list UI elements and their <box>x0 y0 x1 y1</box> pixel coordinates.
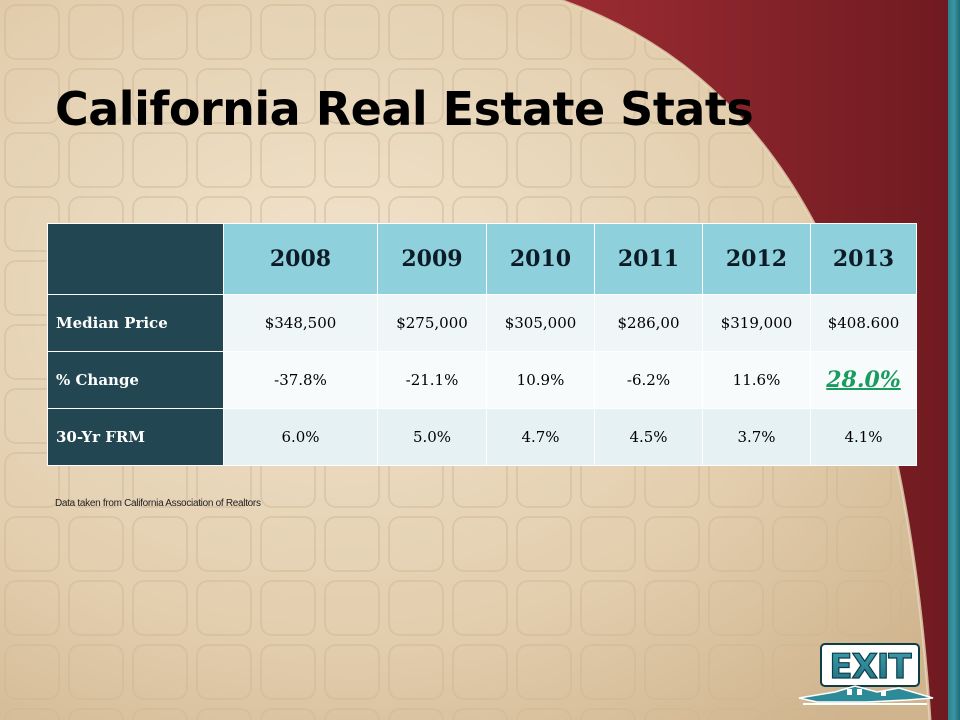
exit-logo-text: EXIT <box>829 647 912 687</box>
year-header: 2009 <box>377 223 487 295</box>
table-cell: 3.7% <box>702 408 811 466</box>
table-cell: -37.8% <box>223 351 378 409</box>
row-label: Median Price <box>47 294 224 352</box>
year-header: 2012 <box>702 223 811 295</box>
row-label: % Change <box>47 351 224 409</box>
exit-logo: EXIT <box>798 643 934 705</box>
table-cell: $348,500 <box>223 294 378 352</box>
slide-title: California Real Estate Stats <box>55 82 754 136</box>
table-cell: $275,000 <box>377 294 487 352</box>
table-cell: $319,000 <box>702 294 811 352</box>
table-row-30yr-frm: 30-Yr FRM 6.0% 5.0% 4.7% 4.5% 3.7% 4.1% <box>47 408 917 466</box>
table-cell: 5.0% <box>377 408 487 466</box>
table-header-row: 2008 2009 2010 2011 2012 2013 <box>47 223 917 295</box>
table-cell: $408.600 <box>810 294 917 352</box>
year-header: 2010 <box>486 223 595 295</box>
table-cell: 10.9% <box>486 351 595 409</box>
highlighted-cell: 28.0% <box>810 351 917 409</box>
table-cell: $286,00 <box>594 294 703 352</box>
year-header: 2013 <box>810 223 917 295</box>
table-cell: $305,000 <box>486 294 595 352</box>
table-row-median-price: Median Price $348,500 $275,000 $305,000 … <box>47 294 917 352</box>
table-row-percent-change: % Change -37.8% -21.1% 10.9% -6.2% 11.6%… <box>47 351 917 409</box>
year-header: 2008 <box>223 223 378 295</box>
table-cell: -21.1% <box>377 351 487 409</box>
stats-table: 2008 2009 2010 2011 2012 2013 Median Pri… <box>47 223 917 466</box>
table-cell: 4.7% <box>486 408 595 466</box>
table-cell: 6.0% <box>223 408 378 466</box>
year-header: 2011 <box>594 223 703 295</box>
header-corner-cell <box>47 223 224 295</box>
highlighted-value: 28.0% <box>826 367 901 393</box>
table-cell: 11.6% <box>702 351 811 409</box>
row-label: 30-Yr FRM <box>47 408 224 466</box>
teal-edge-stripe <box>948 0 960 720</box>
table-cell: 4.5% <box>594 408 703 466</box>
table-cell: -6.2% <box>594 351 703 409</box>
table-cell: 4.1% <box>810 408 917 466</box>
source-note: Data taken from California Association o… <box>55 498 261 509</box>
